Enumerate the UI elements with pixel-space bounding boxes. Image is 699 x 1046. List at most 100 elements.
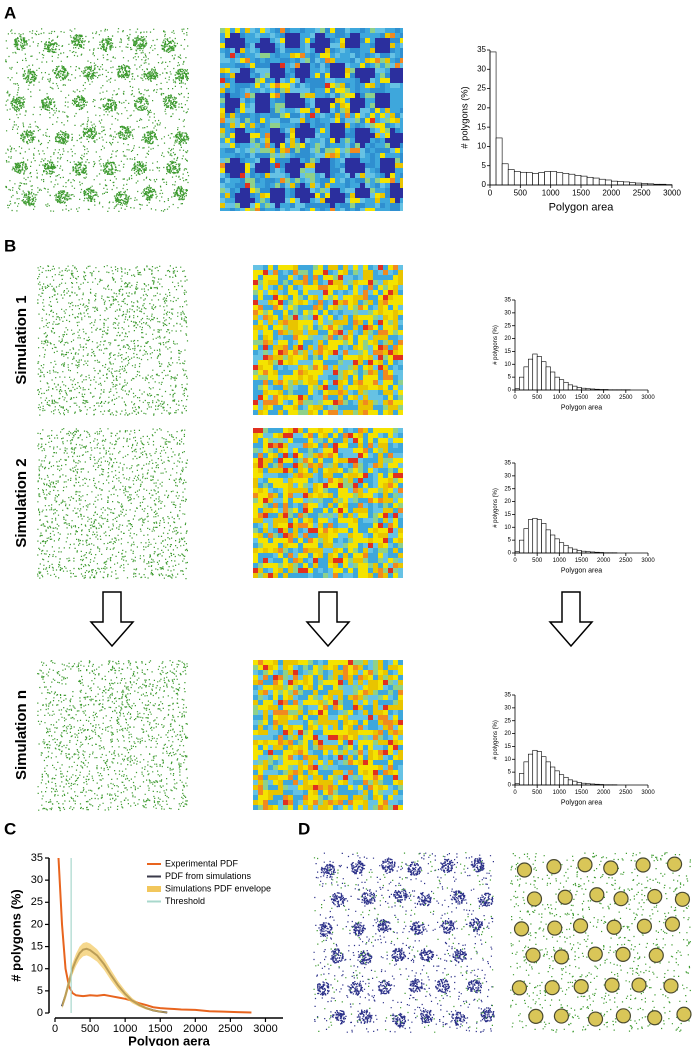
voronoi-cells bbox=[253, 428, 403, 578]
y-tick-label: 35 bbox=[477, 45, 486, 54]
voronoi-cells bbox=[253, 428, 403, 578]
bar bbox=[559, 379, 565, 391]
cluster-outline bbox=[553, 949, 570, 965]
x-tick-label: 2500 bbox=[619, 790, 633, 796]
cluster-outline bbox=[516, 862, 533, 878]
y-axis-label: # polygons (%) bbox=[493, 488, 499, 528]
voronoi-cells bbox=[263, 660, 403, 810]
x-tick-label: 1000 bbox=[553, 395, 567, 401]
bar bbox=[545, 366, 551, 391]
cluster-outline bbox=[546, 859, 562, 875]
bar bbox=[550, 534, 556, 554]
bar bbox=[541, 523, 547, 554]
cluster-outline bbox=[513, 921, 530, 937]
bar bbox=[550, 766, 556, 786]
y-tick-label: 0 bbox=[482, 180, 487, 189]
x-tick-label: 2500 bbox=[619, 558, 633, 564]
bar bbox=[550, 371, 556, 391]
cluster-outline bbox=[525, 947, 541, 963]
bar bbox=[536, 519, 542, 554]
x-tick-label: 2500 bbox=[218, 1023, 242, 1035]
x-tick-label: 500 bbox=[81, 1023, 99, 1035]
bar bbox=[541, 361, 547, 391]
voronoi-cells bbox=[258, 660, 403, 810]
y-tick-label: 15 bbox=[504, 744, 511, 750]
bar bbox=[572, 385, 578, 391]
y-tick-label: 35 bbox=[504, 461, 511, 467]
row-label: Simulation 1 bbox=[13, 295, 30, 384]
y-tick-label: 10 bbox=[504, 525, 511, 531]
y-tick-label: 30 bbox=[504, 473, 511, 479]
y-tick-label: 5 bbox=[508, 538, 512, 544]
x-tick-label: 1000 bbox=[553, 558, 567, 564]
bar bbox=[559, 542, 565, 554]
bar bbox=[520, 171, 527, 186]
bar bbox=[554, 770, 560, 786]
bar bbox=[617, 181, 624, 186]
x-axis-label: Polygon area bbox=[561, 567, 602, 574]
y-tick-label: 15 bbox=[504, 512, 511, 518]
bar bbox=[527, 519, 534, 554]
x-tick-label: 3000 bbox=[641, 790, 655, 796]
panel-label: D bbox=[298, 819, 310, 838]
voronoi-cells bbox=[220, 28, 403, 211]
x-tick-label: 500 bbox=[514, 189, 528, 198]
bar bbox=[532, 517, 538, 554]
x-tick-label: 3000 bbox=[641, 558, 655, 564]
y-tick-label: 0 bbox=[508, 551, 512, 557]
bar bbox=[592, 177, 600, 186]
row-label: Simulation n bbox=[13, 690, 30, 780]
point-cloud bbox=[313, 852, 495, 1033]
bar bbox=[532, 749, 538, 786]
line bbox=[57, 857, 252, 1014]
bar bbox=[519, 773, 525, 786]
y-tick-label: 25 bbox=[504, 323, 511, 329]
bar bbox=[567, 547, 573, 554]
arrows bbox=[89, 591, 594, 648]
panel-label: C bbox=[4, 819, 16, 838]
bar bbox=[536, 356, 542, 391]
bar bbox=[489, 51, 497, 186]
bar bbox=[623, 181, 630, 186]
cluster-outline bbox=[674, 891, 691, 907]
voronoi-cells bbox=[253, 428, 403, 578]
cluster-outline bbox=[604, 977, 620, 993]
y-tick-label: 0 bbox=[508, 783, 512, 789]
x-axis-label: Polygon area bbox=[549, 202, 615, 214]
voronoi-cells bbox=[220, 28, 403, 211]
bar bbox=[523, 366, 529, 391]
point-cloud bbox=[37, 265, 189, 416]
y-tick-label: 25 bbox=[504, 718, 511, 724]
x-tick-label: 3000 bbox=[641, 395, 655, 401]
cluster-outline bbox=[557, 889, 573, 905]
voronoi-cells bbox=[253, 428, 403, 578]
y-tick-label: 5 bbox=[508, 375, 512, 381]
y-tick-label: 5 bbox=[37, 985, 43, 997]
cluster-outline bbox=[647, 1010, 663, 1026]
bar bbox=[572, 548, 578, 554]
x-tick-label: 1500 bbox=[575, 395, 589, 401]
y-axis-label: # polygons (%) bbox=[493, 325, 499, 365]
x-axis-label: Polygon area bbox=[561, 799, 602, 806]
cluster-outline bbox=[587, 1011, 604, 1027]
x-tick-label: 2000 bbox=[597, 790, 611, 796]
cluster-outline bbox=[589, 887, 605, 903]
arrow bbox=[548, 591, 594, 648]
x-tick-label: 0 bbox=[513, 395, 517, 401]
cluster-outline bbox=[528, 1008, 544, 1024]
y-tick-label: 20 bbox=[504, 499, 511, 505]
bar bbox=[580, 175, 588, 186]
x-tick-label: 1000 bbox=[113, 1023, 137, 1035]
cluster-outline bbox=[631, 977, 647, 993]
y-tick-label: 30 bbox=[31, 874, 43, 886]
bar bbox=[523, 528, 529, 554]
bar bbox=[572, 780, 578, 786]
x-tick-label: 3000 bbox=[663, 189, 681, 198]
bar bbox=[567, 384, 573, 391]
y-tick-label: 30 bbox=[504, 705, 511, 711]
bar bbox=[527, 358, 534, 391]
x-tick-label: 2000 bbox=[597, 558, 611, 564]
x-tick-label: 1000 bbox=[542, 189, 560, 198]
cluster-outline bbox=[573, 979, 589, 995]
panel-label: A bbox=[4, 3, 16, 22]
